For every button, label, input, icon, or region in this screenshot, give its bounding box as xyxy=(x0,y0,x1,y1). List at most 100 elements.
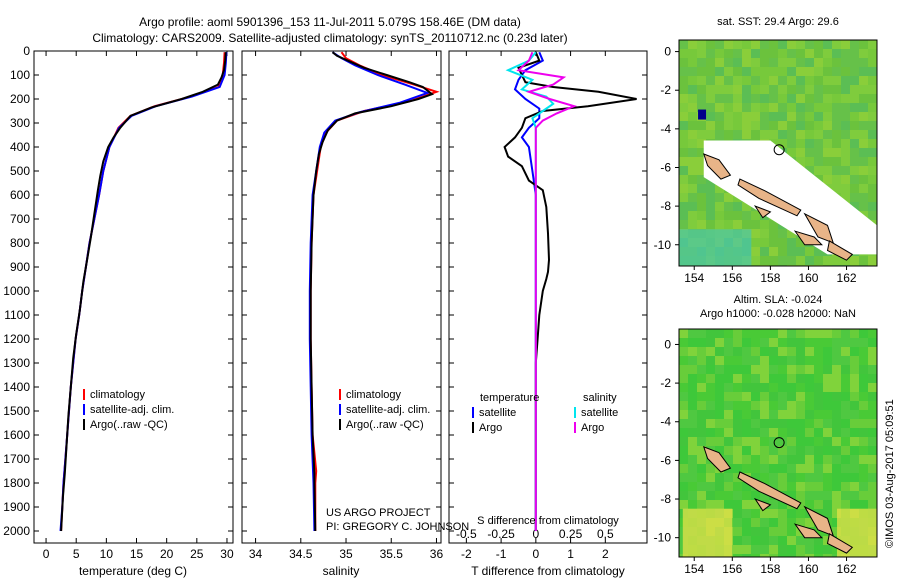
map-cell xyxy=(805,428,814,437)
map-cell xyxy=(868,437,877,446)
map-cell xyxy=(850,500,859,509)
map-cell xyxy=(706,392,715,401)
x-tick-label: 34.5 xyxy=(289,547,313,561)
map-cell xyxy=(814,148,823,157)
map-cell xyxy=(805,374,814,383)
map-cell xyxy=(796,139,805,148)
map-cell xyxy=(778,410,787,419)
map-cell xyxy=(697,175,706,184)
map-y-tick-label: -10 xyxy=(654,238,672,252)
map-cell xyxy=(832,446,841,455)
map-cell xyxy=(805,482,814,491)
map-cell xyxy=(778,365,787,374)
map-cell xyxy=(823,473,832,482)
map-cell xyxy=(679,94,688,103)
map-cell xyxy=(868,211,877,220)
map-cell xyxy=(751,437,760,446)
map-texture xyxy=(679,40,877,266)
map-cell xyxy=(796,491,805,500)
map-cell xyxy=(859,482,868,491)
map-cell xyxy=(697,419,706,428)
map-cell xyxy=(697,365,706,374)
y-tick-label: 800 xyxy=(10,236,30,250)
map-cell xyxy=(697,455,706,464)
map-cell xyxy=(760,238,769,247)
map-cell xyxy=(814,491,823,500)
map-cell xyxy=(796,338,805,347)
map-cell xyxy=(679,428,688,437)
map-cell xyxy=(679,67,688,76)
map-cell xyxy=(760,103,769,112)
map-cell xyxy=(724,437,733,446)
map-x-tick-label: 154 xyxy=(684,562,704,576)
map-cell xyxy=(769,410,778,419)
map-cell xyxy=(760,130,769,139)
map-cell xyxy=(787,338,796,347)
x-tick-label: 30 xyxy=(220,547,234,561)
map-cell xyxy=(796,374,805,383)
map-cell xyxy=(733,121,742,130)
map-cell xyxy=(742,365,751,374)
map-cell xyxy=(814,49,823,58)
series-line-argo xyxy=(60,52,227,532)
map-cell xyxy=(787,473,796,482)
map-cell xyxy=(751,238,760,247)
map-cell xyxy=(760,518,769,527)
map-cell xyxy=(859,202,868,211)
map-cell xyxy=(697,85,706,94)
map-y-tick-label: -10 xyxy=(654,531,672,545)
map-cell xyxy=(868,49,877,58)
map-cell xyxy=(715,338,724,347)
map-cell xyxy=(760,256,769,265)
map-cell xyxy=(859,85,868,94)
map-cell xyxy=(706,437,715,446)
map-cell xyxy=(787,112,796,121)
map-cell xyxy=(733,518,742,527)
map-cell xyxy=(832,347,841,356)
map-cell xyxy=(706,58,715,67)
map-cell xyxy=(787,446,796,455)
map-cell xyxy=(850,256,859,265)
map-cell xyxy=(769,500,778,509)
map-cell xyxy=(697,211,706,220)
map-cell xyxy=(751,446,760,455)
y-tick-label: 700 xyxy=(10,212,30,226)
map-cell xyxy=(841,446,850,455)
map-cell xyxy=(697,220,706,229)
map-cell xyxy=(769,103,778,112)
map-cell xyxy=(733,130,742,139)
map-cell xyxy=(778,545,787,554)
map-cell xyxy=(724,365,733,374)
map-cell xyxy=(724,491,733,500)
map-cell xyxy=(823,130,832,139)
map-cell xyxy=(814,247,823,256)
map-cell xyxy=(778,482,787,491)
map-cell xyxy=(760,76,769,85)
x-tick-label: 0 xyxy=(43,547,50,561)
map-cell xyxy=(760,67,769,76)
x-tick-label: 10 xyxy=(100,547,114,561)
map-cell xyxy=(724,419,733,428)
map-cell xyxy=(742,103,751,112)
map-cell xyxy=(706,112,715,121)
map-cell xyxy=(724,401,733,410)
map-cell xyxy=(814,383,823,392)
map-cell xyxy=(733,211,742,220)
y-tick-label: 1900 xyxy=(3,500,30,514)
map-cell xyxy=(814,347,823,356)
map-cell xyxy=(787,139,796,148)
map-cell xyxy=(823,338,832,347)
map-cell xyxy=(814,112,823,121)
map-cell xyxy=(796,365,805,374)
map-texture xyxy=(679,329,877,557)
map-cell xyxy=(751,211,760,220)
legend-label: climatology xyxy=(90,389,146,401)
map-cell xyxy=(868,85,877,94)
map-cell xyxy=(742,121,751,130)
map-cell xyxy=(733,94,742,103)
map-cell xyxy=(742,545,751,554)
map-cell xyxy=(805,392,814,401)
map-cell xyxy=(823,383,832,392)
map-cell xyxy=(742,518,751,527)
y-tick-label: 1400 xyxy=(3,380,30,394)
